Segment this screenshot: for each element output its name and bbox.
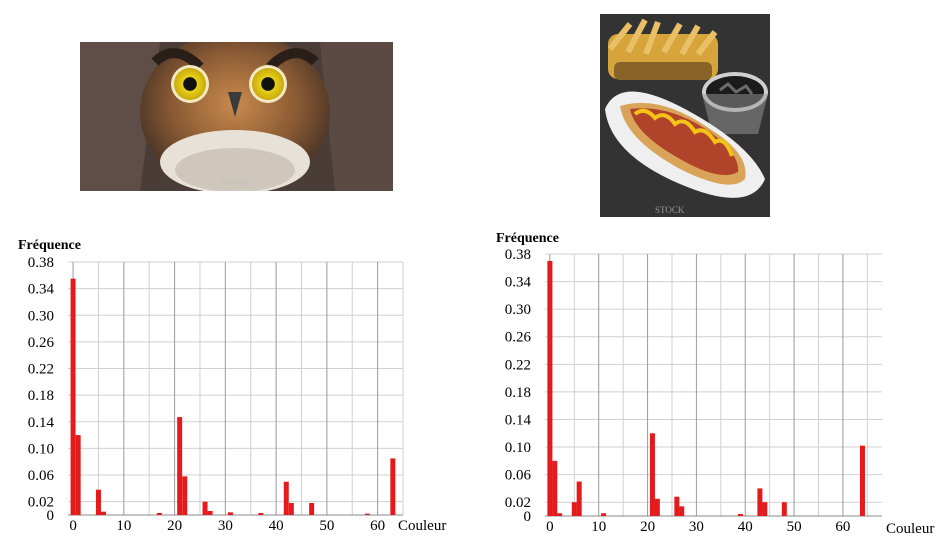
bar xyxy=(601,513,607,516)
y-tick-label: 0.30 xyxy=(505,302,531,318)
y-tick-label: 0.38 xyxy=(505,247,531,263)
bar xyxy=(95,489,101,515)
bar xyxy=(649,433,655,516)
bar xyxy=(552,460,558,516)
y-tick-labels: 00.02 0.06 0.10 0.14 0.18 0.22 0.26 0.30 0.34 0.3… xyxy=(28,255,55,524)
y-tick-label: 0.02 xyxy=(28,495,54,511)
x-axis-label: Couleur xyxy=(398,518,446,534)
bar xyxy=(762,502,768,516)
y-tick-label: 0 xyxy=(524,509,532,525)
bar xyxy=(737,513,743,516)
y-tick-label: 0.38 xyxy=(28,255,54,271)
hotdog-fries-soda-photo: STOCK xyxy=(600,14,770,217)
x-tick-label: 30 xyxy=(689,519,704,535)
x-tick-label: 20 xyxy=(167,518,182,534)
x-tick-label: 40 xyxy=(269,518,284,534)
bar xyxy=(227,512,233,515)
bar xyxy=(283,481,289,515)
bar xyxy=(258,513,264,515)
bar xyxy=(75,435,81,515)
y-axis-label: Fréquence xyxy=(496,231,559,246)
y-tick-label: 0.02 xyxy=(505,495,531,511)
y-tick-label: 0.26 xyxy=(28,335,55,351)
y-axis-label: Fréquence xyxy=(18,238,81,253)
x-tick-label: 60 xyxy=(370,518,385,534)
x-tick-labels: 0 10 20 30 40 50 60 xyxy=(546,519,850,535)
bar xyxy=(309,503,315,515)
bar xyxy=(364,513,370,515)
y-tick-label: 0.34 xyxy=(505,275,532,291)
x-axis-label: Couleur xyxy=(886,521,934,537)
x-tick-label: 20 xyxy=(640,519,655,535)
y-tick-label: 0.06 xyxy=(28,468,55,484)
y-tick-labels: 00.02 0.06 0.10 0.14 0.18 0.22 0.26 0.30 0.34 0.3… xyxy=(505,247,532,525)
y-tick-label: 0 xyxy=(47,508,55,524)
bar xyxy=(182,476,188,515)
fries-shape xyxy=(607,18,718,80)
y-tick-label: 0.18 xyxy=(28,388,54,404)
bars xyxy=(547,260,865,516)
food-photo-watermark: STOCK xyxy=(655,205,685,215)
y-tick-label: 0.06 xyxy=(505,468,532,484)
owl-photo: STOCK xyxy=(80,42,393,191)
bar xyxy=(576,481,582,516)
bar xyxy=(156,513,162,515)
y-tick-label: 0.22 xyxy=(505,357,531,373)
bar xyxy=(177,417,183,515)
soda-cup-shape xyxy=(702,72,768,134)
x-tick-label: 50 xyxy=(319,518,334,534)
bar xyxy=(571,502,577,516)
bar xyxy=(757,488,763,516)
bar xyxy=(390,458,396,515)
y-tick-label: 0.30 xyxy=(28,308,54,324)
bars xyxy=(70,278,396,515)
x-tick-label: 10 xyxy=(591,519,606,535)
bar xyxy=(557,513,563,516)
x-tick-label: 10 xyxy=(116,518,131,534)
x-tick-label: 50 xyxy=(787,519,802,535)
grid xyxy=(68,261,404,516)
y-tick-label: 0.14 xyxy=(505,412,532,428)
x-tick-label: 0 xyxy=(69,518,77,534)
y-tick-label: 0.22 xyxy=(28,362,54,378)
bar xyxy=(859,445,865,516)
histogram-owl: 00.020.060.100.140.180.220.260.300.340.3… xyxy=(18,238,446,534)
bar xyxy=(202,501,208,515)
bar xyxy=(654,498,660,516)
y-tick-label: 0.18 xyxy=(505,385,531,401)
bar xyxy=(547,260,553,516)
bar xyxy=(679,506,685,516)
bar xyxy=(207,511,213,515)
bar xyxy=(70,278,76,515)
grid xyxy=(545,253,882,517)
y-tick-label: 0.26 xyxy=(505,330,532,346)
y-tick-label: 0.10 xyxy=(505,440,531,456)
x-tick-label: 40 xyxy=(738,519,753,535)
hotdog-shape xyxy=(605,91,765,198)
bar xyxy=(101,511,107,515)
bar xyxy=(288,503,294,515)
x-tick-label: 0 xyxy=(546,519,554,535)
x-tick-label: 60 xyxy=(835,519,850,535)
x-tick-label: 30 xyxy=(218,518,233,534)
x-tick-labels: 0 10 20 30 40 50 60 xyxy=(69,518,385,534)
bar xyxy=(674,496,680,516)
histogram-food: 00.020.060.100.140.180.220.260.300.340.3… xyxy=(496,231,934,537)
bar xyxy=(781,502,787,516)
owl-photo-watermark: STOCK xyxy=(220,178,250,188)
y-tick-label: 0.10 xyxy=(28,441,54,457)
y-tick-label: 0.14 xyxy=(28,415,55,431)
y-tick-label: 0.34 xyxy=(28,282,55,298)
